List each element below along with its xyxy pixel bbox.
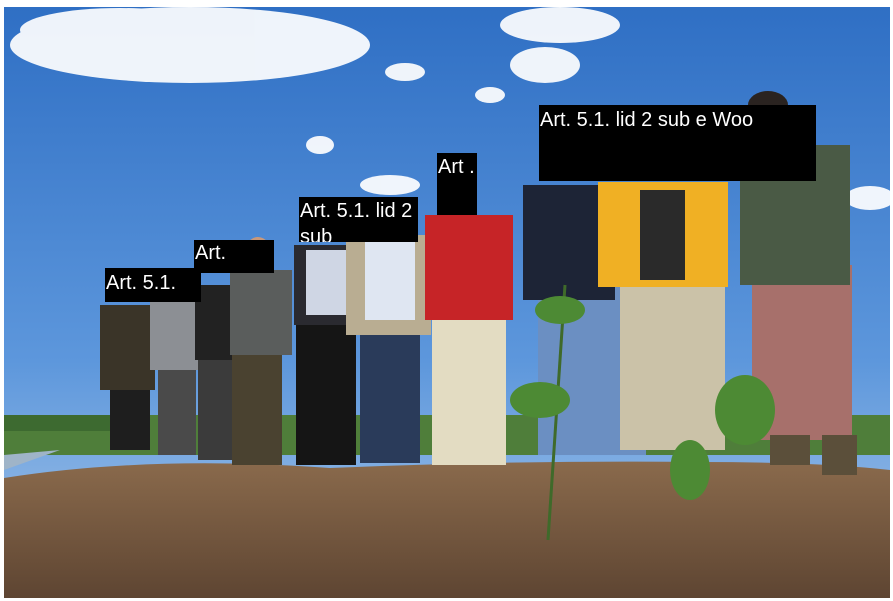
treeline	[4, 415, 124, 431]
redaction-label: Art. 5.1. lid 2 sub e Woo	[539, 105, 816, 181]
redaction-label: Art.	[194, 240, 274, 273]
mound	[4, 461, 890, 598]
redaction-label: Art. 5.1.	[105, 268, 201, 302]
redaction-label: Art. 5.1. lid 2 sub	[299, 197, 418, 242]
clouds	[10, 7, 893, 210]
people	[100, 91, 857, 475]
water	[4, 450, 60, 470]
redaction-label: Art .	[437, 153, 477, 215]
sapling	[510, 284, 775, 541]
